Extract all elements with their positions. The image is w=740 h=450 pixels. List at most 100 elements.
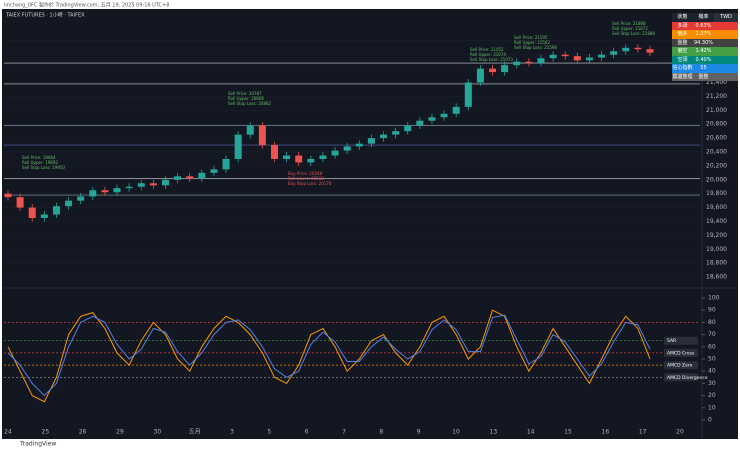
candle-body <box>28 207 36 218</box>
candle-body <box>210 169 218 173</box>
y-tick-label: 20,000 <box>706 176 727 183</box>
candle-body <box>40 214 48 218</box>
table-cell: 偏多 <box>677 31 688 37</box>
annotation: Roll Upper: 21562 <box>514 40 550 45</box>
annotation: Sell Price: 20787 <box>228 91 262 96</box>
candle-body <box>89 190 97 197</box>
candle-body <box>561 54 569 57</box>
x-tick-label: 16 <box>602 429 610 436</box>
y-tick-label: 21,400 <box>706 79 727 86</box>
table-header: 狀態 機率 TWD <box>672 13 738 22</box>
y-tick-label: 0 <box>708 417 712 424</box>
x-tick-label: 26 <box>79 429 87 436</box>
y-tick-label: 80 <box>708 319 716 326</box>
candle-body <box>246 125 254 135</box>
y-tick-label: 21,200 <box>706 93 727 100</box>
candle-body <box>452 106 460 114</box>
y-tick-label: 60 <box>708 343 716 350</box>
candle-body <box>222 158 230 170</box>
annotation: Roll Upper: 20806 <box>228 96 264 101</box>
table-cell: 盤整 <box>698 73 709 80</box>
candle-body <box>174 176 182 180</box>
symbol: TAIEX FUTURES · 1小時 · TAIFEX <box>5 12 85 19</box>
x-tick-label: 29 <box>116 429 124 436</box>
candle-body <box>319 155 327 159</box>
annotation: Roll Upper: 21074 <box>470 52 506 57</box>
tag: AMCD Cross <box>667 350 695 356</box>
table-cell: 震盪整理 <box>672 73 693 80</box>
table-row: 震盪整理 盤整 <box>672 72 738 81</box>
candle-body <box>464 82 472 107</box>
candle-body <box>161 179 169 186</box>
y-tick-label: 19,000 <box>706 246 727 253</box>
y-tick-label: 19,800 <box>706 190 727 197</box>
table-cell: 0.63% <box>695 22 712 29</box>
candle-body <box>380 134 388 139</box>
y-tick-label: 20,200 <box>706 162 727 169</box>
table-cell: 1.42% <box>695 48 712 54</box>
x-tick-label: 6 <box>305 429 309 436</box>
candle-body <box>113 188 121 193</box>
status-table: 狀態 機率 TWD 多頭 0.63% 偏多 2.37% 盤整 94.30% 偏空 1.42% 空頭 0.… <box>672 13 738 81</box>
table-cell: 多頭 <box>677 22 688 29</box>
y-tick-label: 20,800 <box>706 121 727 128</box>
tag-box <box>664 361 698 370</box>
y-tick-label: 20,600 <box>706 135 727 142</box>
table-row: 偏空 1.42% <box>672 47 738 56</box>
candle-body <box>77 196 85 201</box>
x-tick-label: 8 <box>379 429 383 436</box>
annotation: Sell Price: 21052 <box>470 47 504 52</box>
y-tick-label: 40 <box>708 368 716 375</box>
annotation: Sell Stop Loss: 20862 <box>228 101 271 106</box>
table-cell: 94.30% <box>693 39 714 46</box>
currency: TWD <box>714 13 738 22</box>
x-tick-label: 30 <box>154 429 162 436</box>
x-tick-label: 五月 <box>189 429 201 436</box>
annotation: Sell Stop Loss: 21598 <box>514 45 557 50</box>
candle-body <box>4 193 12 198</box>
candle-body <box>501 65 509 73</box>
x-tick-label: 5 <box>267 429 271 436</box>
table-cell: 信心指數 <box>672 65 693 71</box>
candle-body <box>270 145 278 159</box>
y-tick-label: 50 <box>708 356 716 363</box>
candle-body <box>573 56 581 61</box>
y-tick-label: 90 <box>708 307 716 314</box>
candle-body <box>525 61 533 64</box>
annotation: Sell Price: 21505 <box>514 35 548 40</box>
candle-body <box>476 68 484 83</box>
annotation: Sell Stop Loss: 21073 <box>470 57 513 62</box>
candle-body <box>622 47 630 52</box>
candle-body <box>101 190 109 193</box>
y-tick-label: 19,200 <box>706 232 727 239</box>
candle-body <box>634 47 642 50</box>
candle-body <box>331 150 339 156</box>
candle-body <box>404 125 412 132</box>
annotation: Roll Upper: 21872 <box>612 26 648 31</box>
logo: TradingView <box>19 441 56 448</box>
y-tick-label: 19,400 <box>706 218 727 225</box>
annotation: Buy Stop Loss: 20178 <box>288 181 332 186</box>
y-tick-label: 20,400 <box>706 149 727 156</box>
tag: AMCD Zero <box>667 363 693 369</box>
candle-body <box>428 117 436 121</box>
x-tick-label: 10 <box>452 429 460 436</box>
annotation: Sell Stop Loss: 19950 <box>22 165 65 170</box>
credit: linchang_0FC 製作於 TradingView.com, 五月 19,… <box>4 2 169 9</box>
candle-body <box>537 58 545 64</box>
table-cell: 0.40% <box>695 56 712 63</box>
candle-body <box>258 125 266 146</box>
candle-body <box>440 113 448 118</box>
x-tick-label: 13 <box>490 429 498 436</box>
y-tick-label: 18,600 <box>706 274 727 281</box>
table-row: 偏多 2.37% <box>672 30 738 39</box>
y-tick-label: 19,600 <box>706 204 727 211</box>
candle-body <box>234 134 242 159</box>
y-tick-label: 30 <box>708 380 716 387</box>
annotation: Sell Price: 19864 <box>22 155 56 160</box>
candle-body <box>549 54 557 59</box>
candle-body <box>489 68 497 73</box>
annotation: Sell Price: 21868 <box>612 21 646 26</box>
candle-body <box>343 146 351 151</box>
